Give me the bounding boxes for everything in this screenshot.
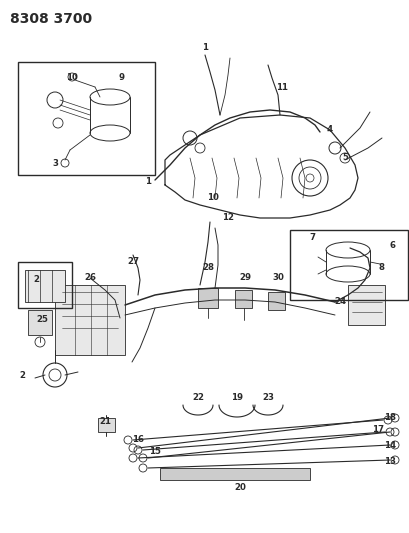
Text: 7: 7	[308, 233, 314, 243]
Text: 29: 29	[238, 273, 250, 282]
Text: 19: 19	[230, 393, 243, 402]
Bar	[55, 285, 125, 355]
Text: 25: 25	[36, 316, 48, 325]
Bar	[98, 418, 115, 432]
Text: 14: 14	[383, 440, 395, 449]
Text: 6: 6	[389, 240, 395, 249]
Text: 17: 17	[371, 425, 383, 434]
Text: 2: 2	[33, 276, 39, 285]
Bar	[18, 62, 155, 175]
Text: 22: 22	[191, 393, 204, 402]
Text: 8308 3700: 8308 3700	[10, 12, 92, 26]
Text: 18: 18	[383, 414, 395, 423]
Text: 8: 8	[378, 263, 384, 272]
Text: 5: 5	[341, 154, 347, 163]
Text: 28: 28	[202, 263, 213, 272]
Text: 20: 20	[234, 483, 245, 492]
Text: 30: 30	[272, 273, 283, 282]
Bar	[28, 310, 52, 335]
Text: 12: 12	[221, 214, 234, 222]
Bar	[289, 230, 407, 300]
Text: 21: 21	[99, 417, 111, 426]
Text: 4: 4	[326, 125, 332, 134]
Bar	[198, 288, 218, 308]
Text: 10: 10	[207, 193, 218, 203]
Text: 15: 15	[149, 448, 161, 456]
Bar	[347, 285, 384, 325]
Text: 23: 23	[261, 393, 273, 402]
Text: 2: 2	[19, 370, 25, 379]
Text: 10: 10	[66, 74, 78, 83]
Bar	[160, 468, 309, 480]
Bar	[267, 292, 284, 310]
Text: 26: 26	[84, 273, 96, 282]
Text: 27: 27	[127, 257, 139, 266]
Text: 1: 1	[202, 44, 207, 52]
Text: 16: 16	[132, 435, 144, 445]
Text: 3: 3	[52, 159, 58, 168]
Text: 1: 1	[145, 177, 151, 187]
Bar	[18, 262, 72, 308]
Text: 9: 9	[119, 74, 125, 83]
Text: 13: 13	[383, 457, 395, 466]
Bar	[25, 270, 65, 302]
Text: 24: 24	[333, 297, 345, 306]
Text: 11: 11	[275, 84, 287, 93]
Bar	[234, 290, 252, 308]
